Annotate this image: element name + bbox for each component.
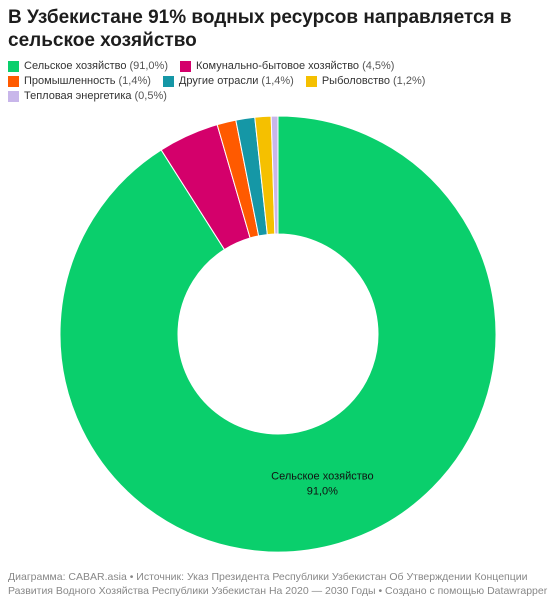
legend-label: Другие отрасли	[178, 75, 259, 87]
legend-label: Комунально-бытовое хозяйство	[196, 60, 360, 72]
legend-value: (0,5%)	[134, 90, 167, 102]
footer-line: Диаграмма: CABAR.asia • Источник: Указ П…	[8, 571, 528, 583]
legend-swatch	[8, 90, 19, 102]
legend: Сельское хозяйство (91,0%) Комунально-быто…	[8, 60, 553, 102]
legend-item: Другие отрасли (1,4%)	[162, 75, 294, 87]
legend-value: (4,5%)	[362, 60, 395, 72]
legend-value: (1,4%)	[118, 75, 151, 87]
legend-label: Промышленность	[24, 75, 116, 87]
footer-line: Развития Водного Хозяйства Республики Уз…	[8, 585, 548, 597]
donut-slice	[59, 115, 497, 553]
legend-item: Тепловая энергетика (0,5%)	[8, 90, 167, 102]
footer: Диаграмма: CABAR.asia • Источник: Указ П…	[8, 570, 547, 598]
legend-value: (1,4%)	[261, 75, 294, 87]
legend-label: Сельское хозяйство	[24, 60, 127, 72]
donut-slice	[270, 115, 279, 235]
legend-item: Промышленность (1,4%)	[8, 75, 151, 87]
legend-swatch	[8, 60, 19, 72]
legend-swatch	[162, 75, 174, 87]
legend-label: Рыболовство	[321, 75, 391, 87]
legend-item: Сельское хозяйство (91,0%)	[8, 60, 168, 72]
legend-swatch	[8, 75, 19, 87]
legend-label: Тепловая энергетика	[24, 90, 132, 102]
legend-swatch	[180, 60, 191, 72]
legend-value: (91,0%)	[129, 60, 168, 72]
legend-item: Рыболовство (1,2%)	[305, 75, 426, 87]
chart-title: В Узбекистане 91% водных ресурсов направ…	[8, 7, 512, 51]
legend-value: (1,2%)	[393, 75, 426, 87]
slice-label: Сельское хозяйство	[271, 471, 373, 483]
slice-value: 91,0%	[307, 486, 338, 498]
legend-swatch	[305, 75, 317, 87]
legend-item: Комунально-бытовое хозяйство (4,5%)	[180, 60, 394, 72]
